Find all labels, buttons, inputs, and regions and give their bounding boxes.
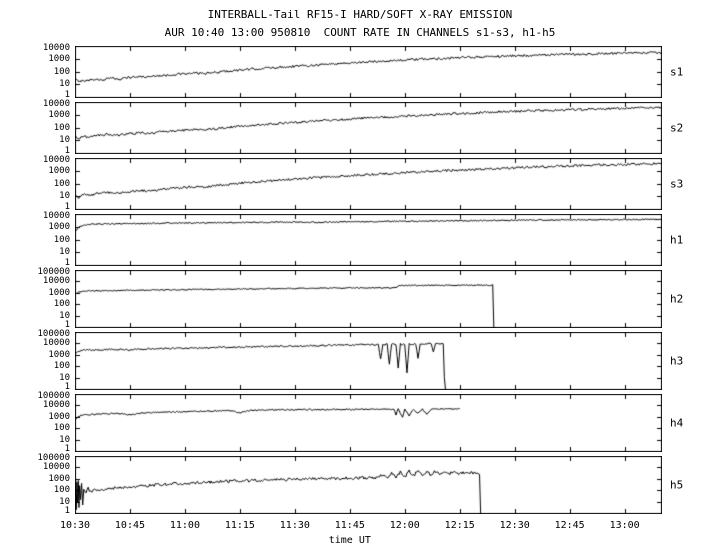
x-tick-label: 12:00 (389, 520, 420, 531)
y-tick-label: 1000 (48, 109, 70, 120)
panel-h4: 100000 10000 1000 100 10 1 h4 (0, 391, 720, 454)
y-axis-labels-s2: 10000 1000 100 10 1 (0, 99, 75, 156)
channel-label-h4: h4 (670, 416, 684, 430)
channel-label-s3: s3 (670, 177, 684, 191)
y-tick-label: 1000 (48, 473, 70, 484)
y-tick-label: 1 (64, 90, 70, 100)
y-tick-label: 10000 (42, 400, 70, 411)
y-tick-label: 10 (59, 434, 70, 445)
y-tick-label: 100 (53, 234, 70, 245)
y-tick-label: 1 (64, 444, 70, 454)
plot-canvas-h5 (75, 456, 662, 514)
y-axis-labels-h5: 100000 10000 1000 100 10 1 (0, 453, 75, 516)
x-tick-label: 10:45 (114, 520, 146, 531)
y-axis-labels-s3: 10000 1000 100 10 1 (0, 155, 75, 212)
channel-label-h3: h3 (670, 354, 684, 368)
y-axis-labels-h3: 100000 10000 1000 100 10 1 (0, 329, 75, 392)
y-axis-labels-h2: 100000 10000 1000 100 10 1 (0, 267, 75, 330)
y-tick-label: 10000 (42, 155, 70, 165)
plot-canvas-s2 (75, 102, 662, 154)
panel-h5: 100000 10000 1000 100 10 1 h5 (0, 453, 720, 516)
y-tick-label: 100 (53, 66, 70, 77)
y-tick-label: 10 (59, 191, 70, 202)
y-tick-label: 1 (64, 202, 70, 212)
panel-s3: 10000 1000 100 10 1 s3 (0, 155, 720, 212)
y-tick-label: 100 (53, 299, 70, 310)
y-tick-label: 100000 (37, 391, 70, 401)
y-tick-label: 10 (59, 310, 70, 321)
channel-label-s1: s1 (670, 65, 684, 79)
x-tick-label: 11:15 (224, 520, 255, 531)
channel-label-h1: h1 (670, 233, 684, 247)
y-tick-label: 10000 (42, 338, 70, 349)
y-tick-label: 10000 (42, 211, 70, 221)
y-tick-label: 100000 (37, 267, 70, 277)
y-tick-label: 1000 (48, 221, 70, 232)
channel-label-h5: h5 (670, 478, 684, 492)
y-axis-labels-h4: 100000 10000 1000 100 10 1 (0, 391, 75, 454)
panel-s2: 10000 1000 100 10 1 s2 (0, 99, 720, 156)
plot-canvas-s3 (75, 158, 662, 210)
y-tick-label: 10 (59, 79, 70, 90)
plot-canvas-h2 (75, 270, 662, 328)
x-tick-label: 11:30 (279, 520, 310, 531)
y-tick-label: 10 (59, 372, 70, 383)
y-tick-label: 100 (53, 485, 70, 496)
y-tick-label: 10 (59, 496, 70, 507)
y-tick-label: 10 (59, 247, 70, 258)
x-tick-label: 12:30 (499, 520, 530, 531)
y-tick-label: 1000 (48, 287, 70, 298)
y-axis-labels-s1: 10000 1000 100 10 1 (0, 43, 75, 100)
y-tick-label: 10000 (42, 99, 70, 109)
y-tick-label: 1 (64, 258, 70, 268)
x-axis-title: time UT (328, 535, 371, 546)
x-axis: 10:30 10:45 11:00 11:15 11:30 11:45 12:00 12:15… (60, 518, 662, 550)
x-tick-label: 12:45 (554, 520, 585, 531)
y-tick-label: 100000 (37, 453, 70, 463)
y-tick-label: 100000 (37, 329, 70, 339)
y-tick-label: 1000 (48, 411, 70, 422)
x-tick-label: 13:00 (609, 520, 640, 531)
panel-s1: 10000 1000 100 10 1 s1 (0, 43, 720, 100)
chart-title: INTERBALL-Tail RF15-I HARD/SOFT X-RAY EM… (207, 8, 513, 21)
y-tick-label: 100 (53, 178, 70, 189)
plot-canvas-h3 (75, 332, 662, 390)
y-tick-label: 10000 (42, 462, 70, 473)
channel-label-h2: h2 (670, 292, 684, 306)
y-axis-labels-h1: 10000 1000 100 10 1 (0, 211, 75, 268)
y-tick-label: 1000 (48, 349, 70, 360)
y-tick-label: 10000 (42, 43, 70, 53)
y-tick-label: 1 (64, 506, 70, 516)
panel-h2: 100000 10000 1000 100 10 1 h2 (0, 267, 720, 330)
channel-label-s2: s2 (670, 121, 684, 135)
panel-h1: 10000 1000 100 10 1 h1 (0, 211, 720, 268)
x-tick-label: 12:15 (444, 520, 475, 531)
y-tick-label: 1000 (48, 165, 70, 176)
y-tick-label: 1 (64, 146, 70, 156)
x-tick-label: 11:00 (169, 520, 200, 531)
y-tick-label: 1000 (48, 53, 70, 64)
y-tick-label: 10 (59, 135, 70, 146)
panel-h3: 100000 10000 1000 100 10 1 h3 (0, 329, 720, 392)
panel-stack: 10000 1000 100 10 1 s1 10000 1000 100 10 1 s2 10000 1… (0, 43, 720, 516)
x-tick-label: 10:30 (59, 520, 91, 531)
plot-canvas-h4 (75, 394, 662, 452)
plot-canvas-h1 (75, 214, 662, 266)
y-tick-label: 100 (53, 122, 70, 133)
y-tick-label: 100 (53, 423, 70, 434)
y-tick-label: 100 (53, 361, 70, 372)
y-tick-label: 10000 (42, 276, 70, 287)
x-tick-label: 11:45 (334, 520, 365, 531)
plot-canvas-s1 (75, 46, 662, 98)
y-tick-label: 1 (64, 382, 70, 392)
chart-subtitle: AUR 10:40 13:00 950810 COUNT RATE IN CHA… (164, 26, 556, 39)
y-tick-label: 1 (64, 320, 70, 330)
